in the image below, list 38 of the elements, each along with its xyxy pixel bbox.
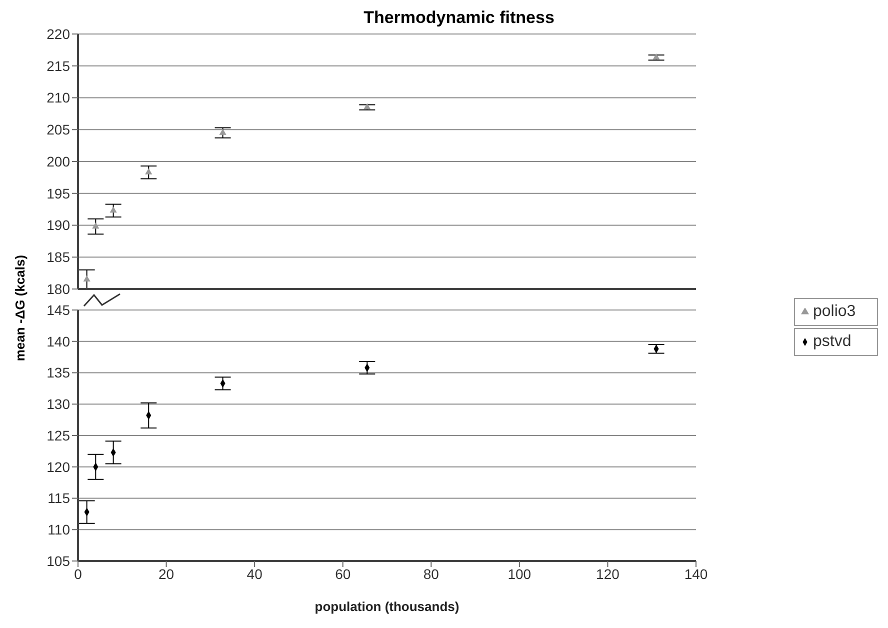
y-tick-label: 205 bbox=[46, 122, 70, 138]
y-axis-title: mean -ΔG (kcals) bbox=[12, 254, 28, 362]
y-tick-label: 210 bbox=[46, 90, 70, 106]
y-tick-label: 215 bbox=[46, 58, 70, 74]
point bbox=[219, 128, 226, 135]
x-tick-label: 80 bbox=[423, 566, 440, 582]
y-tick-label: 200 bbox=[46, 153, 70, 170]
y-tick-label: 195 bbox=[46, 185, 70, 202]
point bbox=[92, 222, 100, 229]
y-tick-label: 125 bbox=[46, 427, 70, 444]
legend-label: polio3 bbox=[813, 303, 856, 320]
x-tick-label: 0 bbox=[74, 566, 82, 582]
point bbox=[652, 53, 660, 60]
point bbox=[83, 275, 90, 282]
point bbox=[364, 103, 371, 110]
y-tick-label: 145 bbox=[46, 302, 70, 318]
point bbox=[110, 206, 117, 213]
y-tick-label: 115 bbox=[48, 490, 70, 506]
y-tick-label: 120 bbox=[46, 458, 70, 475]
y-tick-label: 180 bbox=[46, 280, 70, 297]
y-tick-label: 140 bbox=[46, 333, 70, 350]
y-tick-label: 190 bbox=[46, 217, 70, 234]
y-tick-label: 105 bbox=[46, 552, 70, 569]
chart-title: Thermodynamic fitness bbox=[364, 8, 554, 27]
y-tick-label: 110 bbox=[48, 522, 70, 538]
x-tick-label: 100 bbox=[508, 566, 532, 582]
x-tick-label: 140 bbox=[684, 566, 708, 582]
y-tick-label: 185 bbox=[46, 249, 70, 266]
y-tick-label: 130 bbox=[46, 396, 70, 412]
y-tick-label: 135 bbox=[46, 364, 70, 381]
x-tick-label: 120 bbox=[596, 566, 620, 582]
x-tick-label: 20 bbox=[158, 566, 174, 582]
x-tick-label: 60 bbox=[335, 566, 351, 582]
x-axis-title: population (thousands) bbox=[314, 599, 460, 614]
point bbox=[145, 168, 152, 174]
y-tick-label: 220 bbox=[46, 26, 70, 42]
legend-label: pstvd bbox=[813, 333, 852, 350]
x-tick-label: 40 bbox=[246, 566, 263, 582]
